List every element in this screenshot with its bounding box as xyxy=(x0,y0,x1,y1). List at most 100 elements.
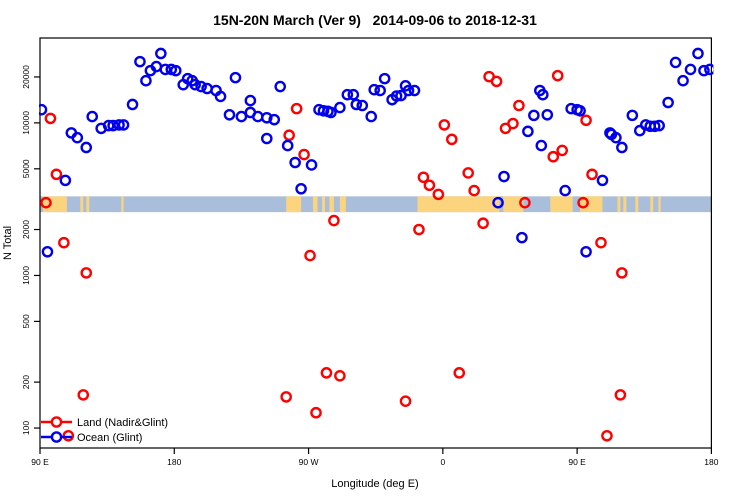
data-point xyxy=(574,105,586,117)
data-point xyxy=(595,236,607,249)
data-point xyxy=(535,139,548,152)
data-point xyxy=(378,72,391,85)
y-axis-label: N Total xyxy=(2,226,14,260)
data-point xyxy=(41,245,54,258)
data-point xyxy=(39,103,48,116)
y-tick-label: 2000 xyxy=(21,220,31,239)
data-point xyxy=(577,196,589,209)
y-tick-label: 100 xyxy=(21,421,31,435)
data-point xyxy=(334,369,346,382)
data-point xyxy=(229,71,242,84)
data-point xyxy=(350,98,363,111)
data-point xyxy=(462,167,475,179)
strip-land-segment xyxy=(329,196,334,213)
data-point xyxy=(189,78,201,91)
strip-land-segment xyxy=(580,196,603,213)
strip-land-segment xyxy=(617,196,621,213)
data-point xyxy=(547,150,560,163)
data-point xyxy=(653,119,665,132)
data-point xyxy=(113,119,125,131)
data-point xyxy=(537,88,549,101)
data-point xyxy=(214,90,227,103)
data-point xyxy=(559,184,571,197)
strip-land-segment xyxy=(623,196,627,213)
data-point xyxy=(334,101,346,114)
data-point xyxy=(304,249,316,262)
data-point xyxy=(86,110,99,123)
strip-land-segment xyxy=(658,196,661,213)
data-point xyxy=(528,109,540,122)
strip-land-segment xyxy=(503,196,524,213)
data-point xyxy=(432,188,445,201)
plot-frame xyxy=(39,37,713,449)
data-point xyxy=(281,139,294,152)
data-point xyxy=(684,63,697,76)
strip-land-segment xyxy=(417,196,500,213)
x-tick-label: 90 E xyxy=(31,457,49,467)
data-point xyxy=(453,367,466,379)
data-point xyxy=(126,98,139,111)
data-point xyxy=(252,110,264,123)
data-point xyxy=(477,217,489,230)
data-point xyxy=(283,129,295,142)
data-point xyxy=(328,214,340,227)
data-point xyxy=(260,132,273,145)
data-point xyxy=(117,119,130,131)
data-point xyxy=(102,119,115,132)
data-point xyxy=(616,267,628,279)
data-point xyxy=(201,82,213,95)
data-point xyxy=(492,196,504,209)
data-point xyxy=(551,69,564,82)
data-point xyxy=(223,108,236,121)
data-point xyxy=(368,83,381,96)
data-point xyxy=(498,170,510,183)
data-point xyxy=(317,105,330,117)
data-point xyxy=(580,245,592,258)
y-axis: 100 200 500 1000 2000 5000 10000 20000 xyxy=(21,65,40,435)
data-point xyxy=(522,125,534,138)
y-tick-label: 10000 xyxy=(21,111,31,135)
data-point xyxy=(274,80,287,93)
data-point xyxy=(347,88,360,101)
y-tick-label: 5000 xyxy=(21,159,31,178)
data-point xyxy=(280,391,292,403)
legend-row: Land (Nadir&Glint) xyxy=(41,416,168,429)
data-point xyxy=(298,148,310,161)
legend-marker-icon xyxy=(50,416,63,428)
data-point xyxy=(365,110,378,123)
y-tick-label: 20000 xyxy=(21,65,31,89)
y-tick-label: 1000 xyxy=(21,266,31,285)
data-point xyxy=(390,90,403,102)
data-point xyxy=(395,89,407,102)
data-point xyxy=(80,267,93,279)
data-point xyxy=(468,184,480,197)
x-tick-label: 90 E xyxy=(568,457,586,467)
data-point xyxy=(260,111,273,124)
legend: Land (Nadir&Glint) Ocean (Glint) xyxy=(41,416,168,444)
data-point xyxy=(633,124,646,137)
data-point xyxy=(59,174,72,187)
data-point xyxy=(399,395,412,407)
data-point xyxy=(356,99,369,112)
data-point xyxy=(195,80,207,93)
data-point xyxy=(289,156,301,169)
data-point xyxy=(80,141,93,154)
strip-land-segment xyxy=(286,196,302,213)
data-point xyxy=(268,113,281,126)
data-point xyxy=(107,119,119,132)
data-point xyxy=(77,389,90,401)
data-point xyxy=(507,117,519,130)
legend-label: Ocean (Glint) xyxy=(77,432,142,444)
data-point xyxy=(235,110,248,123)
data-point xyxy=(601,429,613,442)
data-point xyxy=(413,223,425,236)
data-point xyxy=(519,196,531,209)
strip-land-segment xyxy=(550,196,573,213)
data-point xyxy=(616,141,628,154)
strip-land-segment xyxy=(635,196,639,213)
data-point xyxy=(244,94,257,107)
data-point xyxy=(698,64,710,77)
strip-land-segment xyxy=(650,196,654,213)
